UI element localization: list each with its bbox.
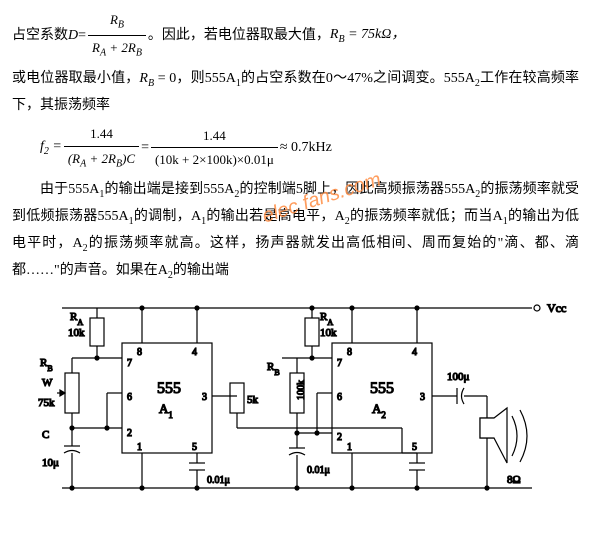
fraction-2a: 1.44 (RA + 2RB)C [64,122,139,173]
rb1-label: RB [40,357,53,373]
eq-sign-2: = [141,135,149,160]
frac1-num: RB [106,8,128,35]
frac2b-den: (10k + 2×100k)×0.01μ [151,147,278,171]
frac2a-num: 1.44 [86,122,117,145]
fraction-1: RB RA + 2RB [88,8,146,62]
paragraph-3: 由于555A1的输出端是接到555A2的控制端5脚上，因此高频振荡器555A2的… [12,177,579,284]
pin4-a2: 4 [412,347,417,358]
ra2-label: RA [320,311,333,327]
speaker-label: 8Ω [507,474,521,486]
paragraph-2: 或电位器取最小值，RB = 0，则555A1的占空系数在0～47%之间调变。55… [12,66,579,118]
approx-result: ≈ 0.7kHz [280,135,332,160]
pin1-a2: 1 [347,442,352,453]
f2-label: f2 = [40,134,62,161]
chip1-sub: A1 [159,401,173,420]
pin2-a2: 2 [337,432,342,443]
r5k-label: 5k [247,394,259,406]
frac1-den: RA + 2RB [88,35,146,63]
var-D: D [68,23,78,48]
formula-f2: f2 = 1.44 (RA + 2RB)C = 1.44 (10k + 2×10… [12,122,579,173]
p3-text: 由于555A1的输出端是接到555A2的控制端5脚上，因此高频振荡器555A2的… [12,182,579,277]
pin5-a1: 5 [192,442,197,453]
circuit-svg: Vcc RA 10k RB W 75k C 10μ [12,288,579,518]
circuit-diagram: Vcc RA 10k RB W 75k C 10μ [12,288,579,527]
frac2b-num: 1.44 [199,124,230,147]
fraction-2b: 1.44 (10k + 2×100k)×0.01μ [151,124,278,172]
chip1-label: 555 [157,380,181,397]
pin4-a1: 4 [192,347,197,358]
chip2-label: 555 [370,380,394,397]
c100u-label: 100μ [447,371,470,383]
pin7-a2: 7 [337,358,342,369]
pin2-a1: 2 [127,428,132,439]
p1-rb: RB = 75kΩ， [330,22,405,49]
pin6-a2: 6 [337,392,342,403]
p1-continue: 。因此，若电位器取最大值， [148,23,330,48]
pin6-a1: 6 [127,392,132,403]
c1-label: C [42,429,49,441]
eq-sign-1: = [78,23,86,48]
pin7-a1: 7 [127,358,132,369]
pin8-a2: 8 [347,347,352,358]
w-label: W [42,377,53,389]
text-duty: 占空系数 [12,23,68,48]
chip2-sub: A2 [372,401,386,420]
pin3-a1: 3 [202,392,207,403]
rb2-val: 100k [296,380,307,400]
rb1-val: 75k [38,397,55,409]
rb2-label: RB [267,361,280,377]
frac2a-den: (RA + 2RB)C [64,146,139,174]
pin3-a2: 3 [420,392,425,403]
pin1-a1: 1 [137,442,142,453]
c1-val: 10μ [42,457,59,469]
ra2-val: 10k [320,327,337,339]
c01a-label: 0.01μ [207,475,230,486]
vcc-label: Vcc [547,301,566,315]
p2-text: 或电位器取最小值，RB = 0，则555A1的占空系数在0～47%之间调变。55… [12,71,579,113]
paragraph-1: 占空系数 D = RB RA + 2RB 。因此，若电位器取最大值， RB = … [12,8,579,62]
ra1-label: RA [70,311,83,327]
c01b-label: 0.01μ [307,465,330,476]
pin8-a1: 8 [137,347,142,358]
pin5-a2: 5 [412,442,417,453]
ra1-val: 10k [68,327,85,339]
